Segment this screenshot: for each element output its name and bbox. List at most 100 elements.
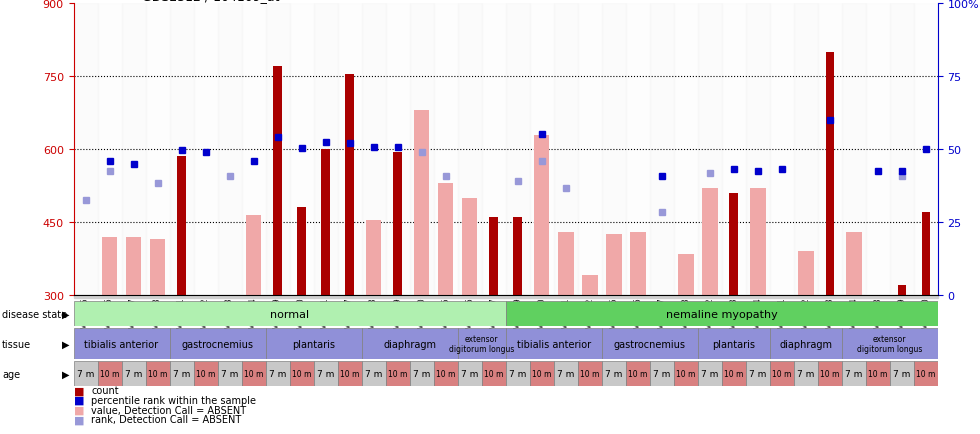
Bar <box>297 208 306 295</box>
Bar <box>770 4 794 295</box>
Bar <box>746 361 770 386</box>
Bar <box>842 361 866 386</box>
Bar <box>529 361 554 386</box>
Bar <box>193 4 218 295</box>
Text: 7 m: 7 m <box>701 369 718 378</box>
Text: 10 m: 10 m <box>628 369 648 378</box>
Bar <box>698 328 769 359</box>
Bar <box>746 295 770 298</box>
Bar <box>481 4 506 295</box>
Text: age: age <box>2 369 20 378</box>
Bar <box>602 361 625 386</box>
Bar <box>314 4 337 295</box>
Bar <box>438 184 454 295</box>
Bar <box>650 295 673 298</box>
Text: gastrocnemius: gastrocnemius <box>613 339 686 349</box>
Text: nemaline myopathy: nemaline myopathy <box>665 309 778 319</box>
Text: ■: ■ <box>74 405 84 414</box>
Bar <box>385 295 410 298</box>
Bar <box>97 361 122 386</box>
Bar <box>170 4 193 295</box>
Bar <box>890 295 913 298</box>
Text: percentile rank within the sample: percentile rank within the sample <box>91 395 256 405</box>
Text: rank, Detection Call = ABSENT: rank, Detection Call = ABSENT <box>91 414 241 424</box>
Bar <box>678 254 694 295</box>
Text: 7 m: 7 m <box>653 369 670 378</box>
Text: 7 m: 7 m <box>365 369 382 378</box>
Bar <box>650 4 673 295</box>
Bar <box>770 328 842 359</box>
Bar <box>462 198 477 295</box>
Bar <box>170 328 266 359</box>
Bar <box>673 295 698 298</box>
Text: ▶: ▶ <box>62 369 70 378</box>
Bar <box>817 295 842 298</box>
Bar <box>337 361 362 386</box>
Bar <box>410 295 433 298</box>
Bar <box>481 295 506 298</box>
Bar <box>414 111 429 295</box>
Text: ■: ■ <box>74 395 84 405</box>
Text: 10 m: 10 m <box>484 369 504 378</box>
Text: 7 m: 7 m <box>220 369 238 378</box>
Text: GDS2312 / 104109_at: GDS2312 / 104109_at <box>142 0 279 3</box>
Bar <box>890 361 913 386</box>
Bar <box>582 276 598 295</box>
Text: 10 m: 10 m <box>868 369 888 378</box>
Bar <box>290 295 314 298</box>
Bar <box>846 232 861 295</box>
Bar <box>290 4 314 295</box>
Bar <box>625 361 650 386</box>
Bar <box>193 361 218 386</box>
Bar <box>602 295 625 298</box>
Bar <box>890 4 913 295</box>
Bar <box>506 295 529 298</box>
Text: 10 m: 10 m <box>820 369 840 378</box>
Text: 7 m: 7 m <box>413 369 430 378</box>
Bar <box>241 361 266 386</box>
Bar <box>554 295 577 298</box>
Text: 10 m: 10 m <box>148 369 168 378</box>
Bar <box>362 361 385 386</box>
Bar <box>177 157 186 295</box>
Bar <box>721 361 746 386</box>
Text: 7 m: 7 m <box>76 369 94 378</box>
Bar <box>170 361 193 386</box>
Bar <box>74 295 97 298</box>
Text: 10 m: 10 m <box>196 369 216 378</box>
Bar <box>602 328 698 359</box>
Text: 10 m: 10 m <box>772 369 792 378</box>
Bar <box>554 361 577 386</box>
Text: 10 m: 10 m <box>916 369 936 378</box>
Bar <box>558 232 573 295</box>
Bar <box>362 328 458 359</box>
Text: tibialis anterior: tibialis anterior <box>84 339 159 349</box>
Bar <box>842 295 866 298</box>
Bar <box>385 4 410 295</box>
Bar <box>458 4 481 295</box>
Bar <box>314 361 337 386</box>
Bar <box>554 4 577 295</box>
Bar <box>506 4 529 295</box>
Bar <box>410 361 433 386</box>
Text: 10 m: 10 m <box>100 369 120 378</box>
Bar <box>74 4 97 295</box>
Bar <box>218 4 241 295</box>
Bar <box>913 295 938 298</box>
Text: ■: ■ <box>74 386 84 395</box>
Text: gastrocnemius: gastrocnemius <box>181 339 254 349</box>
Bar <box>866 4 890 295</box>
Text: ■: ■ <box>74 414 84 424</box>
Bar <box>150 240 166 295</box>
Bar <box>122 4 145 295</box>
Text: 7 m: 7 m <box>269 369 286 378</box>
Bar <box>729 193 738 295</box>
Text: 10 m: 10 m <box>340 369 360 378</box>
Bar <box>506 328 602 359</box>
Bar <box>345 75 354 295</box>
Bar <box>625 295 650 298</box>
Text: extensor
digitorum longus: extensor digitorum longus <box>449 334 514 353</box>
Bar <box>698 361 721 386</box>
Bar <box>770 295 794 298</box>
Bar <box>97 4 122 295</box>
